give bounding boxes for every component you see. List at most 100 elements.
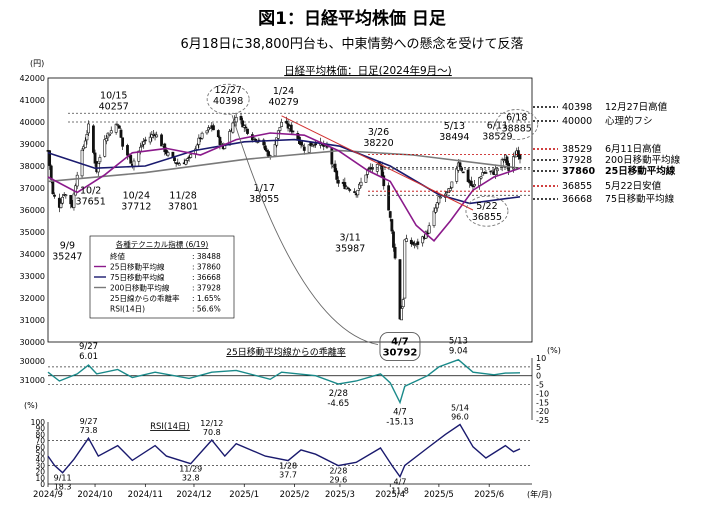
candle-body xyxy=(160,134,163,147)
candle-body xyxy=(205,130,209,134)
candle-body xyxy=(184,160,188,165)
main-y-tick-label: 36000 xyxy=(20,206,45,215)
candle-body xyxy=(289,124,293,132)
annotation-value: 40398 xyxy=(213,96,243,107)
candle-body xyxy=(75,174,79,187)
candle-body xyxy=(119,129,123,138)
main-y-tick-label: 34000 xyxy=(20,250,45,259)
candle-body xyxy=(458,162,462,168)
rsi-annotation-value: 29.6 xyxy=(329,476,347,485)
x-tick-label: 2025/5 xyxy=(424,490,454,500)
x-tick-label: 2025/2 xyxy=(280,490,310,500)
candle-body xyxy=(85,134,89,141)
legend-box xyxy=(89,235,235,319)
candle-body xyxy=(299,141,303,146)
candle-body xyxy=(98,157,102,163)
annotation-date: 5/22 xyxy=(476,201,497,212)
legend-value: : 38488 xyxy=(192,252,221,261)
candle-body xyxy=(49,165,53,180)
candle-body xyxy=(387,185,391,211)
candle-body xyxy=(346,187,350,190)
candle-body xyxy=(234,117,238,123)
candle-body xyxy=(64,194,68,197)
candle-body xyxy=(72,193,76,208)
reference-value: 36855 xyxy=(562,181,592,192)
rsi-y-tick-label: 60 xyxy=(35,443,45,452)
candle-body xyxy=(241,120,245,128)
reference-note: 12月27日高値 xyxy=(605,101,668,113)
candle-body xyxy=(116,124,120,126)
candle-body xyxy=(461,171,465,174)
candle-body xyxy=(484,172,488,174)
annotation-date: 10/24 xyxy=(123,190,150,201)
candle-body xyxy=(165,149,168,155)
candle-body xyxy=(200,132,204,139)
kairi-y-tick-label: -15 xyxy=(536,398,549,407)
candle-body xyxy=(437,196,441,204)
candle-body xyxy=(401,299,405,308)
candle-body xyxy=(505,156,509,165)
candle-body xyxy=(61,196,64,204)
candle-body xyxy=(114,123,118,133)
highlight-ellipse xyxy=(495,109,539,140)
annotation-date: 6/11 xyxy=(487,120,508,131)
candle-body xyxy=(500,159,504,168)
annotation-value: 38494 xyxy=(439,132,469,143)
candle-body xyxy=(398,259,402,320)
candle-body xyxy=(150,134,154,138)
candle-body xyxy=(502,159,506,161)
candle-body xyxy=(455,168,459,182)
candle-body xyxy=(333,163,337,172)
kairi-line xyxy=(47,358,521,405)
rsi-y-tick-label: 100 xyxy=(31,418,46,427)
main-y-unit: (円) xyxy=(30,59,44,68)
candle-body xyxy=(388,211,392,218)
rsi-annotation-date: 11/29 xyxy=(179,465,202,474)
legend-title: 各種テクニカル指標 (6/19) xyxy=(116,239,209,249)
candle-body xyxy=(171,151,175,158)
main-chart-title: 日経平均株価：日足(2024年9月～) xyxy=(284,64,452,77)
kairi-y-unit: (%) xyxy=(547,346,561,355)
kairi-y-tick-label: 0 xyxy=(536,372,541,381)
candle-body xyxy=(129,154,133,164)
kairi-annotation-value: -4.65 xyxy=(327,399,349,409)
x-tick-label: 2025/6 xyxy=(474,490,504,500)
candle-body xyxy=(265,149,269,152)
legend-value: : 37860 xyxy=(192,263,221,272)
legend-label: RSI(14日) xyxy=(110,305,145,314)
candle-body xyxy=(494,168,498,176)
candle-body xyxy=(137,150,141,162)
candle-body xyxy=(242,125,246,128)
candle-body xyxy=(121,137,125,147)
candle-body xyxy=(83,140,87,148)
candle-body xyxy=(302,146,306,151)
candle-body xyxy=(448,188,452,191)
legend-value: : 1.65% xyxy=(192,294,221,303)
legend-label: 75日移動平均線 xyxy=(110,272,165,282)
candle-body xyxy=(393,247,397,259)
annotation-value: 38055 xyxy=(249,194,279,205)
candle-body xyxy=(518,154,522,160)
candle-body xyxy=(53,194,56,197)
candle-body xyxy=(348,189,352,191)
candle-body xyxy=(296,133,300,140)
annotation-date: 9/9 xyxy=(60,241,75,252)
candle-body xyxy=(108,134,112,136)
ma75-line xyxy=(47,138,521,205)
candle-body xyxy=(307,144,311,153)
candle-body xyxy=(353,191,356,193)
kairi-annotation-date: 2/28 xyxy=(329,389,348,399)
rsi-annotation-value: 32.8 xyxy=(182,474,200,483)
annotation-date: 10/2 xyxy=(80,186,101,197)
kairi-y-tick-label: -20 xyxy=(536,407,549,416)
annotation-date: 10/15 xyxy=(100,90,127,101)
candle-body xyxy=(478,177,481,186)
candle-body xyxy=(356,189,360,196)
annotation-date: 6/18 xyxy=(506,113,527,124)
annotation-date: 11/28 xyxy=(169,190,196,201)
candle-body xyxy=(434,207,438,213)
ma200-line xyxy=(47,149,521,183)
legend-label: 25日移動平均線 xyxy=(110,262,165,272)
legend-label: 終値 xyxy=(110,251,125,261)
rsi-annotation-value: 37.7 xyxy=(279,471,297,480)
